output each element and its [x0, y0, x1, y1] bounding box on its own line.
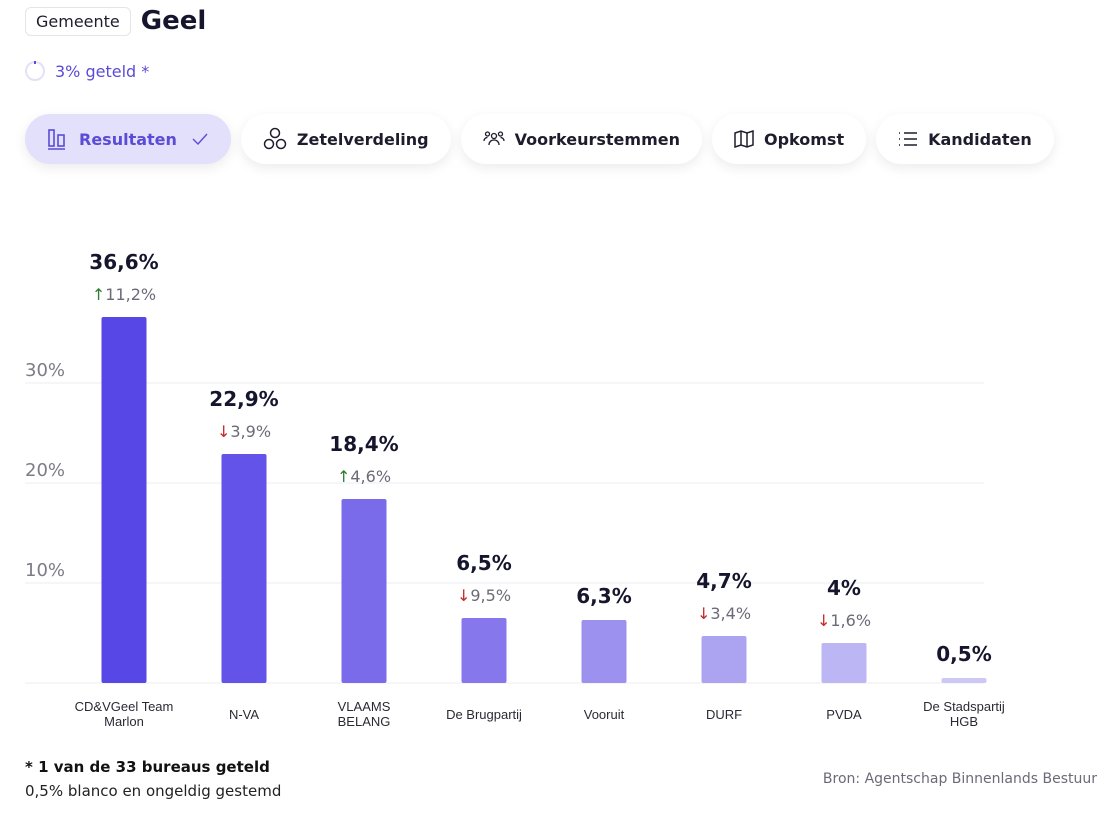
tab-kandidaten[interactable]: Kandidaten — [876, 114, 1054, 164]
header: Gemeente Geel — [25, 6, 206, 36]
category-label: Vooruit — [584, 707, 625, 722]
arrow-up-icon: ↑ — [337, 467, 350, 486]
bar — [461, 618, 507, 683]
arrow-down-icon: ↓ — [457, 586, 470, 605]
category-label: VLAAMS BELANG — [338, 699, 391, 729]
bar — [341, 499, 387, 683]
tab-bar: Resultaten Zetelverdeling Voorkeurstemme… — [25, 114, 1054, 164]
tab-label: Voorkeurstemmen — [514, 129, 680, 149]
change-value: 4,6% — [350, 467, 391, 486]
arrow-down-icon: ↓ — [697, 604, 710, 623]
blank-votes-note: 0,5% blanco en ongeldig gestemd — [25, 782, 282, 800]
tab-label: Resultaten — [79, 129, 177, 149]
category-label: De Brugpartij — [446, 707, 522, 722]
tab-label: Zetelverdeling — [296, 129, 429, 149]
circles-icon — [263, 127, 287, 151]
list-icon — [898, 131, 918, 147]
bar — [941, 678, 987, 683]
value-label: 36,6% — [89, 250, 158, 274]
map-icon — [734, 130, 754, 148]
progress-label: 3% geteld * — [55, 61, 150, 81]
tab-voorkeurstemmen[interactable]: Voorkeurstemmen — [460, 114, 702, 164]
bar-chart-icon — [47, 128, 69, 150]
tab-zetelverdeling[interactable]: Zetelverdeling — [240, 114, 451, 164]
value-label: 0,5% — [936, 642, 991, 666]
y-tick-label: 20% — [25, 460, 65, 481]
source-label: Bron: Agentschap Binnenlands Bestuur — [822, 771, 1097, 787]
change-label: ↓9,5% — [457, 586, 511, 605]
category-label: DURF — [706, 707, 742, 722]
value-label: 22,9% — [209, 387, 278, 411]
bar — [101, 317, 147, 683]
change-value: 3,9% — [230, 422, 271, 441]
tab-resultaten[interactable]: Resultaten — [25, 114, 231, 164]
change-label: ↓3,4% — [697, 604, 751, 623]
y-tick-label: 10% — [25, 560, 65, 581]
tab-label: Opkomst — [763, 129, 845, 149]
bar — [221, 454, 267, 683]
progress-ring-icon — [25, 61, 45, 81]
value-label: 6,3% — [576, 584, 631, 608]
tab-opkomst[interactable]: Opkomst — [711, 114, 867, 164]
change-label: ↑4,6% — [337, 467, 391, 486]
count-progress: 3% geteld * — [25, 61, 149, 81]
y-tick-label: 30% — [25, 360, 65, 381]
bar — [581, 620, 627, 683]
change-value: 1,6% — [830, 611, 871, 630]
value-label: 18,4% — [329, 432, 398, 456]
results-bar-chart: 10%20%30%36,6%↑11,2%CD&VGeel Team Marlon2… — [25, 250, 1005, 729]
arrow-up-icon: ↑ — [92, 285, 105, 304]
change-label: ↑11,2% — [92, 285, 156, 304]
change-label: ↓1,6% — [817, 611, 871, 630]
change-label: ↓3,9% — [217, 422, 271, 441]
counted-note: * 1 van de 33 bureaus geteld — [25, 758, 270, 776]
bar — [821, 643, 867, 683]
tab-label: Kandidaten — [928, 129, 1032, 149]
page-title: Geel — [140, 6, 207, 36]
change-value: 3,4% — [710, 604, 751, 623]
check-icon — [191, 132, 209, 146]
category-label: N-VA — [229, 707, 259, 722]
change-value: 9,5% — [470, 586, 511, 605]
value-label: 6,5% — [456, 551, 511, 575]
municipality-badge: Gemeente — [25, 6, 131, 36]
category-label: PVDA — [826, 707, 862, 722]
change-value: 11,2% — [105, 285, 156, 304]
value-label: 4% — [827, 576, 861, 600]
bar — [701, 636, 747, 683]
category-label: CD&VGeel Team Marlon — [75, 699, 174, 729]
arrow-down-icon: ↓ — [817, 611, 830, 630]
arrow-down-icon: ↓ — [217, 422, 230, 441]
people-icon — [482, 130, 505, 148]
value-label: 4,7% — [696, 569, 751, 593]
category-label: De Stadspartij HGB — [923, 699, 1005, 729]
